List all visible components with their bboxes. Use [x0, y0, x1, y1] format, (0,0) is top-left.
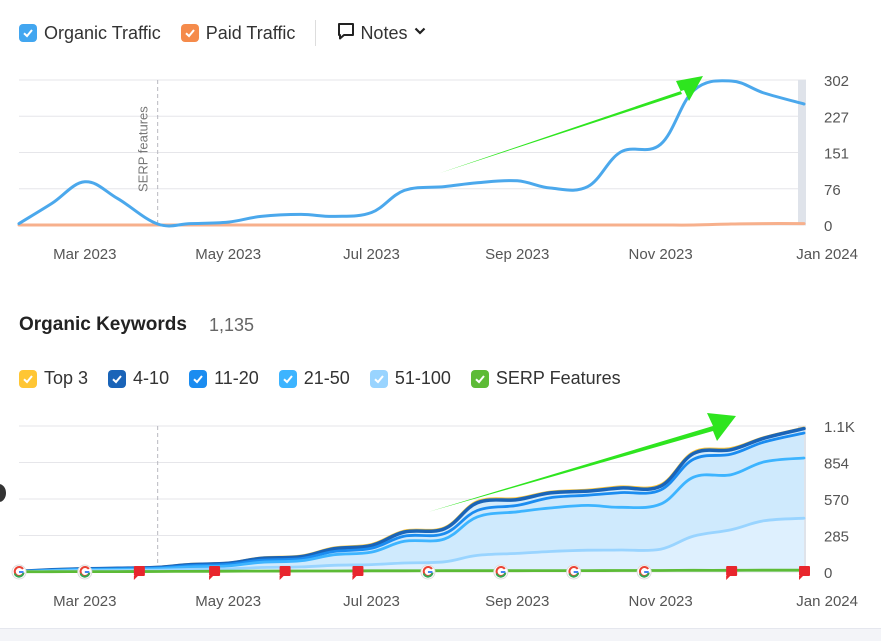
x-tick-label: Nov 2023 [629, 593, 693, 610]
flag-note-icon[interactable] [279, 566, 291, 580]
google-update-icon[interactable] [420, 564, 436, 580]
comment-icon [336, 21, 356, 46]
organic-traffic-chart: 302 227 151 76 0 Mar 2023 May 2023 Jul 2023 Sep … [17, 73, 858, 263]
checkbox-checked-icon[interactable] [180, 24, 199, 42]
x-tick-label: Sep 2023 [485, 246, 549, 263]
flag-note-icon[interactable] [799, 566, 810, 580]
flag-note-icon[interactable] [352, 566, 364, 580]
serp-features-annotation: SERP features [136, 106, 151, 192]
x-tick-label: Jan 2024 [796, 593, 858, 610]
chart-edge-band [798, 80, 806, 225]
checkbox-checked-icon[interactable] [189, 369, 208, 388]
chevron-down-icon [413, 24, 427, 43]
keyword-legend-4-10[interactable]: 4-10 [108, 368, 169, 389]
keyword-legend-label: 21-50 [303, 368, 350, 388]
y-tick-label: 0 [824, 218, 832, 235]
notes-label: Notes [360, 22, 408, 43]
x-tick-label: Nov 2023 [629, 246, 693, 263]
y-tick-label: 854 [824, 456, 849, 473]
organic-traffic-label: Organic Traffic [44, 22, 161, 43]
series-line-serp-features[interactable] [17, 568, 806, 574]
x-tick-label: Sep 2023 [485, 593, 549, 610]
keyword-legend-label: SERP Features [495, 368, 621, 388]
flag-note-icon[interactable] [726, 566, 738, 580]
green-trend-arrow [440, 76, 703, 173]
organic-keywords-title: Organic Keywords [19, 314, 187, 335]
y-tick-label: 1.1K [824, 419, 855, 436]
checkbox-checked-icon[interactable] [470, 369, 489, 388]
flag-note-icon[interactable] [209, 566, 221, 580]
keyword-legend-label: 11-20 [214, 368, 259, 388]
y-tick-label: 285 [824, 529, 849, 546]
y-tick-label: 227 [824, 109, 849, 126]
series-line-organic-traffic[interactable] [17, 79, 806, 228]
scroll-handle[interactable] [0, 484, 6, 502]
y-tick-label: 570 [824, 492, 849, 509]
series-line-paid-traffic[interactable] [17, 222, 806, 227]
notes-dropdown[interactable]: Notes [336, 21, 427, 46]
area-21-50 [19, 458, 804, 572]
flag-note-icon[interactable] [133, 566, 145, 580]
google-update-icon[interactable] [11, 564, 27, 580]
y-tick-label: 76 [824, 182, 841, 199]
x-tick-label: May 2023 [195, 593, 261, 610]
x-tick-label: Jul 2023 [343, 593, 400, 610]
keyword-legend-11-20[interactable]: 11-20 [189, 368, 259, 389]
x-tick-label: Mar 2023 [53, 246, 116, 263]
paid-traffic-label: Paid Traffic [205, 22, 296, 43]
checkbox-checked-icon[interactable] [19, 369, 37, 388]
legend-divider [315, 20, 317, 46]
google-update-icon[interactable] [493, 564, 509, 580]
keyword-legend-51-100[interactable]: 51-100 [369, 368, 451, 389]
x-tick-label: May 2023 [195, 246, 261, 263]
y-tick-label: 302 [824, 73, 849, 90]
keyword-legend-label: Top 3 [44, 368, 89, 388]
keywords-legend: Top 3 4-10 11-20 21-50 51-100 SERP Features [19, 368, 641, 389]
x-tick-label: Jul 2023 [343, 246, 400, 263]
bottom-bar [0, 628, 881, 641]
organic-traffic-toggle[interactable]: Organic Traffic [19, 23, 161, 44]
paid-traffic-toggle[interactable]: Paid Traffic [180, 22, 296, 44]
keyword-legend-label: 4-10 [133, 368, 170, 388]
y-tick-label: 151 [824, 146, 849, 163]
keyword-legend-top-3[interactable]: Top 3 [19, 368, 88, 389]
organic-keywords-count: 1,135 [209, 315, 255, 335]
checkbox-checked-icon[interactable] [108, 369, 127, 388]
area-51-100 [19, 518, 804, 572]
checkbox-checked-icon[interactable] [19, 24, 37, 42]
x-tick-label: Jan 2024 [796, 246, 858, 263]
checkbox-checked-icon[interactable] [278, 369, 297, 388]
y-tick-label: 0 [824, 565, 832, 582]
keyword-legend-label: 51-100 [394, 368, 451, 388]
google-update-icon[interactable] [77, 564, 93, 580]
organic-keywords-chart: 1.1K 854 570 285 0 Mar 2023 May 2023 Jul 2023 Se… [11, 413, 858, 610]
google-update-icon[interactable] [636, 564, 652, 580]
keyword-legend-21-50[interactable]: 21-50 [278, 368, 350, 389]
google-update-icon[interactable] [566, 564, 582, 580]
keyword-legend-serp-features[interactable]: SERP Features [470, 368, 621, 389]
checkbox-checked-icon[interactable] [369, 369, 388, 388]
traffic-legend: Organic Traffic Paid Traffic Notes [19, 20, 427, 46]
x-tick-label: Mar 2023 [53, 593, 116, 610]
